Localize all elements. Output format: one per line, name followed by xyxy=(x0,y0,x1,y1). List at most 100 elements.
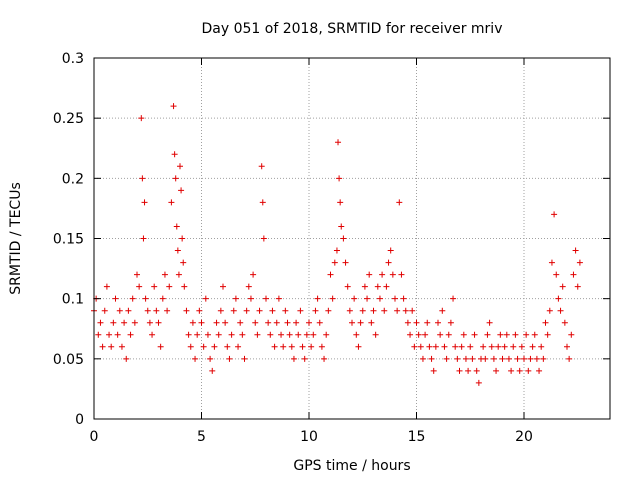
data-point xyxy=(224,343,231,350)
data-point xyxy=(189,319,196,326)
data-point xyxy=(561,319,568,326)
data-point xyxy=(450,295,457,302)
data-point xyxy=(527,355,534,362)
data-point xyxy=(141,199,148,206)
data-point xyxy=(211,343,218,350)
data-point xyxy=(568,331,575,338)
data-point xyxy=(521,355,527,362)
data-point xyxy=(566,355,573,362)
data-point xyxy=(149,331,156,338)
data-point xyxy=(222,319,229,326)
x-tick-label: 10 xyxy=(300,429,318,445)
data-point xyxy=(419,355,426,362)
data-point xyxy=(361,283,368,290)
data-point xyxy=(531,331,538,338)
data-point xyxy=(428,355,435,362)
data-point xyxy=(518,343,525,350)
data-point xyxy=(168,199,175,206)
data-point xyxy=(112,295,119,302)
data-point xyxy=(260,235,267,242)
data-point xyxy=(544,331,551,338)
data-point xyxy=(267,331,274,338)
data-point xyxy=(194,331,201,338)
data-point xyxy=(411,343,418,350)
data-point xyxy=(157,343,164,350)
data-point xyxy=(392,295,398,302)
data-point xyxy=(344,283,351,290)
data-point xyxy=(318,343,325,350)
data-point xyxy=(417,343,424,350)
data-point xyxy=(217,307,224,314)
data-point xyxy=(329,295,336,302)
data-point xyxy=(116,307,123,314)
data-point xyxy=(142,295,149,302)
data-point xyxy=(574,283,581,290)
data-point xyxy=(439,307,446,314)
data-point xyxy=(312,307,319,314)
data-point xyxy=(499,355,506,362)
data-point xyxy=(467,343,474,350)
data-point xyxy=(103,283,110,290)
data-point xyxy=(337,199,344,206)
data-point xyxy=(503,331,510,338)
y-tick-label: 0.15 xyxy=(53,232,84,248)
data-point xyxy=(340,235,347,242)
data-point xyxy=(239,331,246,338)
data-point xyxy=(192,355,199,362)
data-point xyxy=(129,295,136,302)
data-point xyxy=(144,307,151,314)
data-point xyxy=(131,319,138,326)
data-point xyxy=(394,307,401,314)
y-tick-label: 0.1 xyxy=(62,292,84,308)
data-point xyxy=(402,307,409,314)
data-point xyxy=(226,355,233,362)
data-point xyxy=(173,223,180,230)
data-point xyxy=(139,175,146,182)
data-point xyxy=(452,343,459,350)
data-point xyxy=(123,355,130,362)
data-point xyxy=(336,175,343,182)
data-point xyxy=(551,211,558,218)
data-point xyxy=(321,355,328,362)
data-point xyxy=(381,307,388,314)
data-point xyxy=(404,319,411,326)
data-point xyxy=(243,307,250,314)
data-point xyxy=(254,331,261,338)
data-point xyxy=(256,307,263,314)
data-point xyxy=(220,283,226,290)
data-point xyxy=(235,343,242,350)
data-point xyxy=(310,331,317,338)
data-point xyxy=(475,379,482,386)
data-point xyxy=(278,331,285,338)
data-point xyxy=(161,271,168,278)
data-point xyxy=(484,331,491,338)
data-point xyxy=(443,355,450,362)
data-point xyxy=(538,343,545,350)
data-point xyxy=(286,331,293,338)
data-point xyxy=(572,247,579,254)
data-point xyxy=(548,259,555,266)
data-point xyxy=(331,259,338,266)
data-point xyxy=(447,319,454,326)
data-point xyxy=(245,283,252,290)
data-point xyxy=(269,307,276,314)
data-point xyxy=(335,139,342,146)
data-point xyxy=(301,355,308,362)
data-point xyxy=(259,199,266,206)
data-point xyxy=(241,355,248,362)
data-point xyxy=(458,343,465,350)
x-tick-label: 20 xyxy=(515,429,533,445)
data-point xyxy=(456,367,463,374)
data-point xyxy=(495,343,502,350)
data-point xyxy=(271,343,278,350)
axis-ticks: 0 5 10 15 20 0 0.05 0.1 0.15 0.2 0.25 0.3 xyxy=(53,51,610,445)
data-point xyxy=(204,331,211,338)
data-point xyxy=(488,343,495,350)
data-point xyxy=(138,115,145,122)
data-point xyxy=(250,271,257,278)
data-point xyxy=(372,331,379,338)
data-point xyxy=(228,331,235,338)
data-point xyxy=(490,355,497,362)
data-point xyxy=(445,331,452,338)
